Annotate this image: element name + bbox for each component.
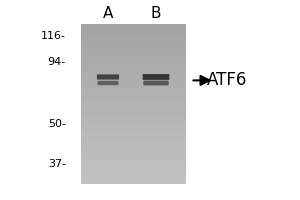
Bar	[81, 44, 186, 46]
Bar	[81, 140, 186, 142]
Bar	[81, 30, 186, 32]
Bar	[81, 144, 186, 146]
Bar	[81, 34, 186, 36]
FancyBboxPatch shape	[143, 81, 169, 85]
Bar	[81, 162, 186, 164]
Bar	[81, 138, 186, 140]
Text: 50-: 50-	[48, 119, 66, 129]
Bar	[81, 38, 186, 40]
Bar	[81, 128, 186, 130]
Bar	[81, 178, 186, 180]
Text: A: A	[103, 6, 113, 21]
Bar	[81, 52, 186, 54]
Bar	[81, 132, 186, 134]
Bar	[81, 106, 186, 108]
Bar	[81, 100, 186, 102]
Bar	[81, 110, 186, 112]
Bar	[81, 82, 186, 84]
Bar	[81, 112, 186, 114]
Bar	[81, 84, 186, 86]
Bar	[81, 98, 186, 100]
Bar	[81, 76, 186, 78]
Bar	[81, 64, 186, 66]
Bar	[81, 146, 186, 148]
Bar	[81, 118, 186, 120]
Bar	[81, 152, 186, 154]
Bar	[81, 104, 186, 106]
Bar	[81, 40, 186, 42]
Bar	[81, 58, 186, 60]
Bar	[81, 60, 186, 62]
Bar	[81, 142, 186, 144]
Bar	[81, 46, 186, 48]
Text: 37-: 37-	[48, 159, 66, 169]
Bar	[81, 120, 186, 122]
Text: 94-: 94-	[48, 57, 66, 67]
Bar	[81, 170, 186, 172]
Bar	[81, 24, 186, 26]
Bar	[81, 78, 186, 80]
Bar	[81, 150, 186, 152]
Bar	[81, 50, 186, 52]
Bar	[81, 136, 186, 138]
Bar	[81, 168, 186, 170]
Bar	[81, 96, 186, 98]
Bar	[81, 80, 186, 82]
Text: B: B	[151, 6, 161, 21]
Bar	[81, 180, 186, 182]
Bar	[81, 92, 186, 94]
Bar	[81, 174, 186, 176]
Bar	[81, 32, 186, 34]
Bar	[81, 160, 186, 162]
Bar	[81, 176, 186, 178]
Bar	[81, 102, 186, 104]
Bar	[81, 130, 186, 132]
Bar	[81, 42, 186, 44]
Bar	[81, 54, 186, 56]
Bar	[81, 28, 186, 30]
Bar	[81, 86, 186, 88]
Bar	[81, 62, 186, 64]
Bar	[81, 66, 186, 68]
Bar	[81, 154, 186, 156]
Text: ATF6: ATF6	[207, 71, 247, 89]
Bar	[81, 182, 186, 184]
Bar	[81, 56, 186, 58]
Bar	[81, 74, 186, 76]
Bar	[81, 114, 186, 116]
Bar	[81, 70, 186, 72]
Text: 116-: 116-	[41, 31, 66, 41]
Bar	[81, 108, 186, 110]
Bar	[81, 68, 186, 70]
Bar	[81, 94, 186, 96]
Bar	[81, 36, 186, 38]
Bar	[81, 158, 186, 160]
FancyBboxPatch shape	[97, 74, 119, 80]
Bar	[81, 26, 186, 28]
Bar	[81, 126, 186, 128]
Bar	[81, 166, 186, 168]
Bar	[81, 156, 186, 158]
Bar	[81, 148, 186, 150]
Bar	[81, 90, 186, 92]
Bar	[81, 88, 186, 90]
FancyBboxPatch shape	[98, 81, 118, 85]
Bar	[81, 124, 186, 126]
Bar	[81, 172, 186, 174]
Bar	[81, 48, 186, 50]
Bar	[81, 116, 186, 118]
Bar	[81, 122, 186, 124]
Bar	[81, 134, 186, 136]
FancyBboxPatch shape	[143, 74, 169, 80]
Bar	[81, 164, 186, 166]
Bar	[81, 72, 186, 74]
